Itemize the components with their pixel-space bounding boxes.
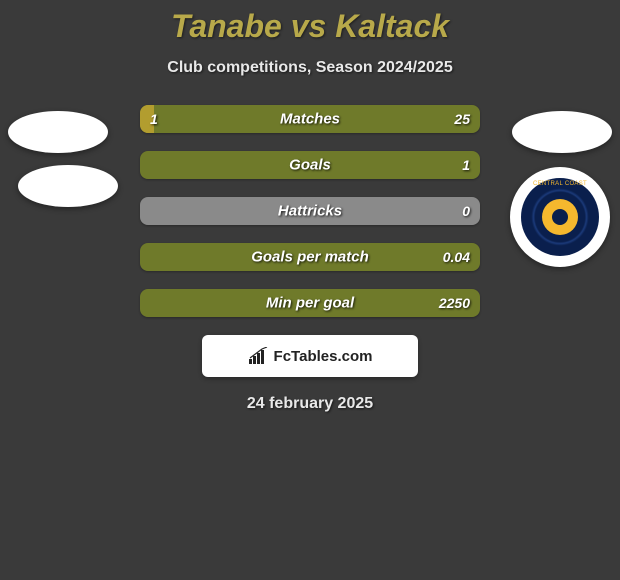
brand-box[interactable]: FcTables.com <box>202 335 418 377</box>
stat-bars: Matches 1 25 Goals 1 Hattricks 0 Goals per matc… <box>140 105 480 317</box>
stat-bar-label: Min per goal <box>266 295 354 312</box>
page-subtitle: Club competitions, Season 2024/2025 <box>0 59 620 77</box>
stat-bar-right-value: 1 <box>462 157 470 173</box>
club-badge-icon <box>542 199 578 235</box>
player-left-avatar-2 <box>18 165 118 207</box>
page-title: Tanabe vs Kaltack <box>0 8 620 45</box>
stat-bar: Min per goal 2250 <box>140 289 480 317</box>
stat-bar-label: Goals per match <box>251 249 369 266</box>
stat-bar-label: Matches <box>280 111 340 128</box>
stat-bar: Goals per match 0.04 <box>140 243 480 271</box>
stat-bar-right-value: 25 <box>454 111 470 127</box>
stat-bar: Hattricks 0 <box>140 197 480 225</box>
brand-text: FcTables.com <box>274 348 373 365</box>
stat-bar-left-value: 1 <box>150 111 158 127</box>
player-left-avatar-1 <box>8 111 108 153</box>
stat-bar-right-value: 2250 <box>439 295 470 311</box>
stat-bar-label: Hattricks <box>278 203 342 220</box>
stat-bar: Matches 1 25 <box>140 105 480 133</box>
player-right-avatar <box>512 111 612 153</box>
stat-bar-right-value: 0.04 <box>443 249 470 265</box>
stats-area: CENTRAL COAST Matches 1 25 Goals 1 Hattricks 0… <box>0 105 620 317</box>
stat-bar-label: Goals <box>289 157 331 174</box>
brand-chart-icon <box>248 347 270 365</box>
club-badge-text: CENTRAL COAST <box>521 181 599 187</box>
stat-bar-right-value: 0 <box>462 203 470 219</box>
club-badge: CENTRAL COAST <box>510 167 610 267</box>
date-text: 24 february 2025 <box>0 395 620 413</box>
stat-bar: Goals 1 <box>140 151 480 179</box>
